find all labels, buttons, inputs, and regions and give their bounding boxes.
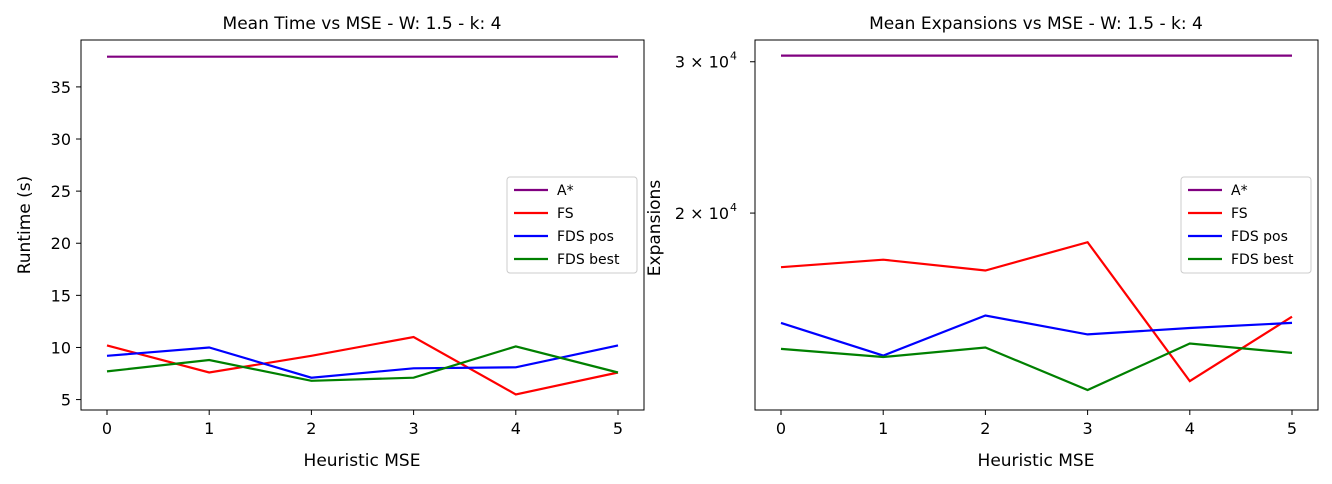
expansions-x-tick-label: 2 bbox=[980, 419, 990, 438]
runtime-legend-box bbox=[506, 176, 638, 274]
expansions-x-tick-label: 3 bbox=[1083, 419, 1093, 438]
expansions-y-ticks: 3 × 10 42 × 10 4 bbox=[675, 50, 755, 223]
runtime-x-axis-label: Heuristic MSE bbox=[304, 451, 421, 471]
runtime-x-tick-label: 4 bbox=[511, 419, 521, 438]
runtime-y-ticks: 5 10 15 20 25 30 35 bbox=[51, 78, 81, 410]
runtime-legend-label-0: A* bbox=[557, 183, 574, 199]
expansions-chart: Mean Expansions vs MSE - W: 1.5 - k: 4 0… bbox=[645, 14, 1319, 471]
runtime-series-line-3 bbox=[106, 345, 619, 382]
expansions-x-tick-label: 1 bbox=[878, 419, 888, 438]
runtime-chart-title: Mean Time vs MSE - W: 1.5 - k: 4 bbox=[223, 14, 502, 34]
runtime-y-tick-label: 25 bbox=[51, 182, 71, 201]
runtime-legend-label-2: FDS pos bbox=[557, 229, 614, 245]
runtime-x-tick-label: 5 bbox=[613, 419, 623, 438]
runtime-x-ticks: 0 1 2 3 4 5 bbox=[102, 410, 623, 438]
expansions-y-tick-exponent: 4 bbox=[730, 50, 737, 63]
expansions-legend-label-0: A* bbox=[1231, 183, 1248, 199]
expansions-legend-label-2: FDS pos bbox=[1231, 229, 1288, 245]
runtime-series-line-1 bbox=[106, 335, 619, 396]
expansions-plot-frame bbox=[754, 39, 1319, 411]
runtime-x-tick-label: 1 bbox=[204, 419, 214, 438]
runtime-y-tick-label: 20 bbox=[51, 234, 71, 253]
runtime-plot-frame bbox=[80, 39, 645, 411]
expansions-y-tick-exponent: 4 bbox=[730, 201, 737, 214]
expansions-x-ticks: 0 1 2 3 4 5 bbox=[776, 410, 1297, 438]
expansions-y-axis-label: Expansions bbox=[645, 180, 665, 277]
expansions-x-tick-label: 0 bbox=[776, 419, 786, 438]
expansions-series-line-2 bbox=[780, 314, 1293, 357]
runtime-y-axis-label: Runtime (s) bbox=[15, 176, 35, 275]
runtime-y-tick-label: 5 bbox=[61, 391, 71, 410]
runtime-x-tick-label: 0 bbox=[102, 419, 112, 438]
expansions-x-tick-label: 4 bbox=[1185, 419, 1195, 438]
expansions-x-axis-label: Heuristic MSE bbox=[978, 451, 1095, 471]
expansions-y-tick-label: 2 × 10 bbox=[675, 204, 729, 223]
runtime-legend-label-1: FS bbox=[557, 206, 574, 222]
expansions-legend: A* FS FDS pos FDS best bbox=[1180, 176, 1312, 274]
runtime-legend-label-3: FDS best bbox=[557, 252, 620, 268]
expansions-chart-title: Mean Expansions vs MSE - W: 1.5 - k: 4 bbox=[869, 14, 1203, 34]
runtime-y-tick-label: 10 bbox=[51, 338, 71, 357]
expansions-series-line-3 bbox=[780, 342, 1293, 392]
expansions-x-tick-label: 5 bbox=[1287, 419, 1297, 438]
runtime-legend: A* FS FDS pos FDS best bbox=[506, 176, 638, 274]
expansions-legend-label-1: FS bbox=[1231, 206, 1248, 222]
runtime-series-group bbox=[106, 55, 619, 396]
expansions-legend-label-3: FDS best bbox=[1231, 252, 1294, 268]
expansions-series-line-1 bbox=[780, 240, 1293, 383]
runtime-y-tick-label: 15 bbox=[51, 286, 71, 305]
expansions-series-group bbox=[780, 54, 1293, 392]
runtime-y-tick-label: 30 bbox=[51, 130, 71, 149]
runtime-series-line-2 bbox=[106, 344, 619, 379]
runtime-chart: Mean Time vs MSE - W: 1.5 - k: 4 0 1 2 3 4 5 … bbox=[15, 14, 645, 471]
runtime-y-tick-label: 35 bbox=[51, 78, 71, 97]
expansions-y-tick-label: 3 × 10 bbox=[675, 53, 729, 72]
runtime-x-tick-label: 2 bbox=[306, 419, 316, 438]
runtime-x-tick-label: 3 bbox=[409, 419, 419, 438]
expansions-legend-box bbox=[1180, 176, 1312, 274]
